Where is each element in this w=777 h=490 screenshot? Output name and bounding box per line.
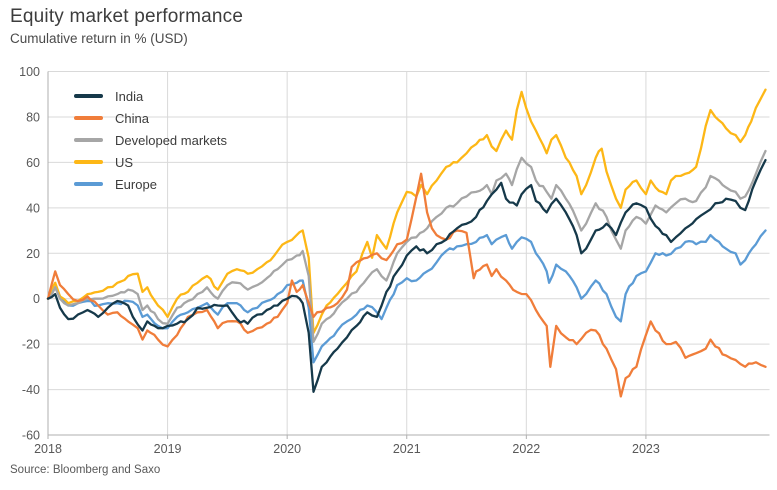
series-lines <box>46 88 767 398</box>
x-tick-label: 2023 <box>632 442 660 456</box>
chart-legend: India China Developed markets US Europe <box>74 88 227 192</box>
series-line-us <box>46 88 767 334</box>
legend-swatch-icon <box>74 138 103 142</box>
series-line-china <box>46 172 767 398</box>
y-tick-label: 40 <box>26 201 40 215</box>
series-line-india <box>46 158 767 393</box>
x-tick-label: 2020 <box>273 442 301 456</box>
x-tick-label: 2019 <box>154 442 182 456</box>
legend-swatch-icon <box>74 94 103 98</box>
y-tick-label: -60 <box>22 429 40 443</box>
x-tick-label: 2021 <box>393 442 421 456</box>
legend-item-china: China <box>74 110 227 126</box>
legend-label: China <box>115 110 149 126</box>
legend-swatch-icon <box>74 182 103 186</box>
legend-swatch-icon <box>74 160 103 164</box>
source-caption: Source: Bloomberg and Saxo <box>10 464 161 476</box>
chart-subtitle: Cumulative return in % (USD) <box>10 31 188 46</box>
legend-item-india: India <box>74 88 227 104</box>
x-tick-label: 2022 <box>512 442 540 456</box>
x-tick-label: 2018 <box>34 442 62 456</box>
chart-title: Equity market performance <box>10 6 244 27</box>
y-tick-label: 20 <box>26 247 40 261</box>
legend-item-developed-markets: Developed markets <box>74 132 227 148</box>
y-tick-label: 100 <box>19 65 40 79</box>
legend-label: Developed markets <box>115 132 227 148</box>
legend-swatch-icon <box>74 116 103 120</box>
series-line-developed-markets <box>46 149 767 344</box>
legend-item-us: US <box>74 154 227 170</box>
legend-label: US <box>115 154 134 170</box>
y-tick-label: -20 <box>22 338 40 352</box>
series-line-europe <box>46 229 767 364</box>
chart-header: Equity market performance Cumulative ret… <box>10 6 243 46</box>
legend-item-europe: Europe <box>74 176 227 192</box>
y-tick-label: 80 <box>26 110 40 124</box>
y-tick-label: 0 <box>33 292 40 306</box>
legend-label: Europe <box>115 176 157 192</box>
y-tick-label: -40 <box>22 383 40 397</box>
y-tick-label: 60 <box>26 156 40 170</box>
legend-label: India <box>115 88 144 104</box>
